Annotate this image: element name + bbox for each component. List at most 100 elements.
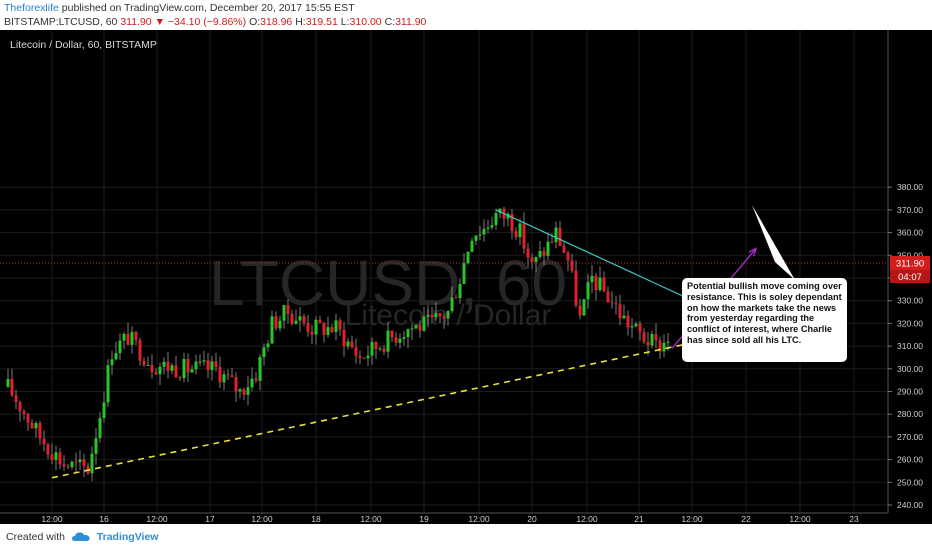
candle-down xyxy=(186,359,190,373)
countdown-badge-text: 04:07 xyxy=(898,272,922,283)
symbol-interval: BITSTAMP:LTCUSD, 60 xyxy=(4,16,118,28)
annotation-callout[interactable]: Potential bullish move coming over resis… xyxy=(682,205,847,362)
candle-down xyxy=(394,337,398,343)
candle-down xyxy=(26,414,30,423)
candle-down xyxy=(442,316,446,319)
candle-down xyxy=(646,341,650,346)
candle-up xyxy=(478,234,482,236)
x-tick-label: 12:00 xyxy=(251,514,273,524)
candle-down xyxy=(82,459,86,467)
candle-up xyxy=(538,250,542,257)
candle-up xyxy=(486,227,490,229)
candle-down xyxy=(542,250,546,256)
callout-pointer xyxy=(752,205,795,280)
candle-down xyxy=(74,461,78,463)
tradingview-cloud-icon xyxy=(71,532,90,542)
projection-arrow-head xyxy=(748,247,758,257)
y-tick-label: 300.00 xyxy=(897,364,923,374)
candle-down xyxy=(654,334,658,341)
y-tick-label: 310.00 xyxy=(897,341,923,351)
candle-up xyxy=(190,369,194,373)
candle-up xyxy=(446,311,450,319)
candle-down xyxy=(618,304,622,319)
candle-up xyxy=(482,228,486,235)
candle-down xyxy=(306,322,310,332)
time-axis[interactable] xyxy=(0,513,888,524)
open-value: 318.96 xyxy=(260,16,293,28)
author-link[interactable]: Theforexlife xyxy=(4,2,59,14)
candle-down xyxy=(58,452,62,465)
candle-down xyxy=(50,454,54,460)
candle-down xyxy=(46,444,50,455)
candle-up xyxy=(490,225,494,228)
candle-up xyxy=(78,459,82,462)
candle-up xyxy=(462,263,466,284)
chart-background xyxy=(0,30,932,524)
candle-up xyxy=(598,277,602,291)
candle-down xyxy=(514,231,518,238)
candle-up xyxy=(386,330,390,352)
candle-up xyxy=(426,314,430,317)
candle-up xyxy=(546,241,550,256)
candle-up xyxy=(554,227,558,243)
candle-down xyxy=(214,361,218,368)
candle-up xyxy=(458,283,462,299)
x-tick-label: 23 xyxy=(849,514,859,524)
candle-down xyxy=(154,372,158,375)
x-tick-label: 12:00 xyxy=(146,514,168,524)
tradingview-brand[interactable]: TradingView xyxy=(96,531,159,543)
candle-down xyxy=(658,340,662,352)
candle-up xyxy=(118,340,122,354)
candle-up xyxy=(370,341,374,356)
candle-up xyxy=(334,320,338,332)
y-tick-label: 350.00 xyxy=(897,250,923,260)
candle-down xyxy=(418,325,422,331)
y-tick-label: 280.00 xyxy=(897,409,923,419)
candle-down xyxy=(10,379,14,396)
candle-down xyxy=(134,331,138,341)
candle-down xyxy=(290,313,294,324)
candle-up xyxy=(170,365,174,371)
x-tick-label: 21 xyxy=(634,514,644,524)
candle-down xyxy=(562,245,566,253)
candle-up xyxy=(34,422,38,429)
candle-down xyxy=(558,227,562,246)
candle-up xyxy=(238,389,242,392)
candle-down xyxy=(286,305,290,314)
y-tick-label: 290.00 xyxy=(897,387,923,397)
y-tick-label: 270.00 xyxy=(897,432,923,442)
candle-up xyxy=(198,361,202,363)
x-tick-label: 22 xyxy=(741,514,751,524)
x-tick-label: 16 xyxy=(99,514,109,524)
candle-up xyxy=(6,379,10,387)
candle-up xyxy=(666,341,670,343)
candle-down xyxy=(310,331,314,335)
y-tick-label: 380.00 xyxy=(897,182,923,192)
last-price-badge-text: 311.90 xyxy=(896,259,924,270)
low-value: 310.00 xyxy=(349,16,382,28)
candle-down xyxy=(374,341,378,350)
candle-up xyxy=(246,387,250,395)
candle-up xyxy=(434,313,438,318)
candle-up xyxy=(114,353,118,360)
candle-up xyxy=(402,337,406,339)
candle-up xyxy=(278,320,282,329)
candle-down xyxy=(142,360,146,366)
watermark-symbol: LTCUSD, 60 xyxy=(209,247,567,319)
ohlc-line: BITSTAMP:LTCUSD, 60 311.90 ▼ −34.10 (−9.… xyxy=(4,16,426,28)
candle-up xyxy=(270,316,274,344)
candle-down xyxy=(358,355,362,358)
close-label: C: xyxy=(384,16,396,28)
candle-up xyxy=(158,366,162,375)
candle-down xyxy=(274,316,278,329)
candle-up xyxy=(662,342,666,352)
candle-down xyxy=(150,364,154,373)
candle-up xyxy=(54,452,58,460)
candle-up xyxy=(450,297,454,312)
chart-area[interactable]: LTCUSD, 60 Litecoin / Dollar Litecoin / … xyxy=(0,30,932,524)
close-value: 311.90 xyxy=(395,16,427,28)
candle-down xyxy=(382,348,386,352)
candle-up xyxy=(414,325,418,329)
candle-up xyxy=(202,360,206,362)
price-chart[interactable]: LTCUSD, 60 Litecoin / Dollar Litecoin / … xyxy=(0,30,932,524)
